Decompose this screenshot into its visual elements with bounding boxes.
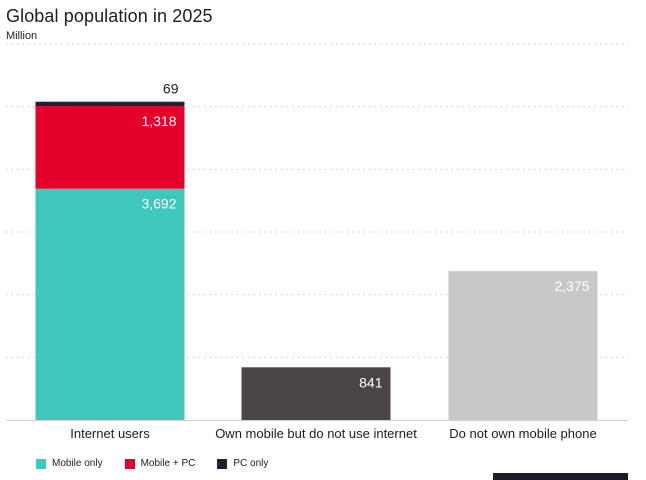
bars [35,101,598,420]
data-label-mobile-only: 3,692 [141,196,176,212]
data-label-own-mobile-no-internet: 841 [359,374,383,390]
legend-label-mobile-only: Mobile only [52,458,103,469]
legend-label-pc-only: PC only [233,458,269,469]
data-label-no-mobile-phone: 2,375 [554,278,589,294]
legend: Mobile only Mobile + PC PC only [36,458,290,469]
chart-subtitle: Million [6,30,38,42]
data-label-mobile-pc: 1,318 [141,113,176,129]
legend-swatch-mobile-only [36,458,46,469]
data-label-pc-only: 69 [163,81,179,97]
x-tick-label: Internet users [70,426,150,441]
legend-item-pc-only: PC only [217,458,268,469]
bar-internet-users-pc-only [35,101,185,107]
x-tick-label: Own mobile but do not use internet [215,426,417,441]
bar-no-mobile-phone [448,271,598,420]
legend-item-mobile-pc: Mobile + PC [124,458,196,469]
legend-label-mobile-pc: Mobile + PC [140,458,196,469]
x-tick-label: Do not own mobile phone [449,426,596,441]
legend-swatch-mobile-pc [124,458,135,469]
bar-internet-users-mobile-only [35,188,185,420]
legend-swatch-pc-only [217,458,228,469]
decorative-bar [493,473,628,480]
bar-internet-users-mobile-pc [35,106,185,189]
chart-title: Global population in 2025 [6,6,213,26]
value-labels: 3,692 1,318 69 841 2,375 [141,81,589,391]
bar-own-mobile-no-internet [241,367,391,420]
legend-item-mobile-only: Mobile only [36,458,103,469]
x-tick-labels: Internet users Own mobile but do not use … [70,426,596,441]
